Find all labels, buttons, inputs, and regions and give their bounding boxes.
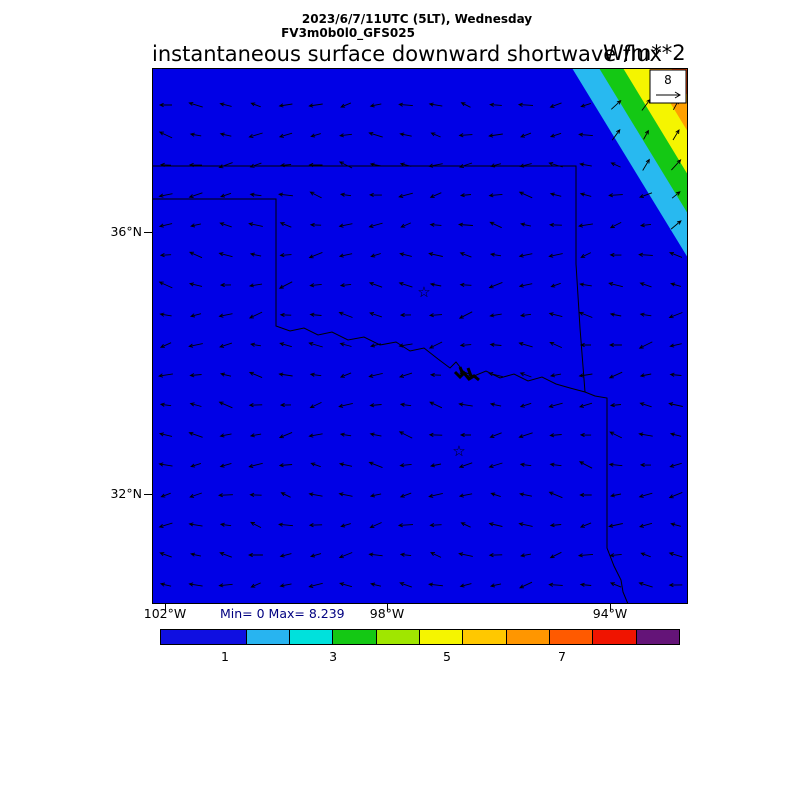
colorbar-segment: [593, 630, 637, 644]
map-frame: [152, 68, 688, 604]
colorbar-tick-label: 1: [221, 649, 229, 664]
colorbar: [160, 629, 680, 645]
colorbar-segment: [549, 630, 594, 644]
colorbar-segment: [246, 630, 290, 644]
colorbar-segment: [419, 630, 464, 644]
colorbar-segment: [290, 630, 334, 644]
y-axis-tick: [144, 494, 152, 495]
colorbar-segment: [463, 630, 507, 644]
lat-label-32n: 32°N: [110, 486, 142, 501]
model-run-heading: FV3m0b0l0_GFS025: [281, 26, 415, 40]
colorbar-tick-label: 3: [329, 649, 338, 664]
city-star-marker: ☆: [417, 283, 430, 301]
y-axis-tick: [144, 232, 152, 233]
map-background: [152, 68, 688, 604]
state-borders: [152, 165, 629, 604]
colorbar-segment: [506, 630, 550, 644]
units-label: W/m**2: [603, 41, 686, 65]
x-axis-tick: [610, 604, 611, 611]
colorbar-segment: [376, 630, 420, 644]
colorbar-tick-label: 7: [557, 649, 566, 664]
colorbar-tick-labels: 1 3 5 7: [160, 649, 680, 665]
reference-vector-box: 8: [649, 69, 687, 104]
plot-title: instantaneous surface downward shortwave…: [152, 42, 662, 66]
datetime-heading: 2023/6/7/11UTC (5LT), Wednesday: [301, 12, 533, 26]
map-plot: ☆ ☆ 8: [152, 68, 688, 604]
minmax-label: Min= 0 Max= 8.239: [220, 606, 345, 621]
colorbar-segment: [333, 630, 377, 644]
lat-label-36n: 36°N: [110, 224, 142, 239]
lon-label-94w: 94°W: [592, 606, 628, 621]
lon-label-98w: 98°W: [369, 606, 405, 621]
colorbar-segment: [161, 630, 247, 644]
city-star-marker: ☆: [452, 442, 465, 460]
svg-text:8: 8: [664, 73, 672, 87]
colorbar-tick-label: 5: [443, 649, 452, 664]
river-marks: [453, 366, 480, 382]
x-axis-tick: [387, 604, 388, 611]
lon-label-102w: 102°W: [143, 606, 187, 621]
colorbar-segment: [636, 630, 679, 644]
x-axis-tick: [165, 604, 166, 611]
wind-vector-layer: [158, 98, 683, 589]
